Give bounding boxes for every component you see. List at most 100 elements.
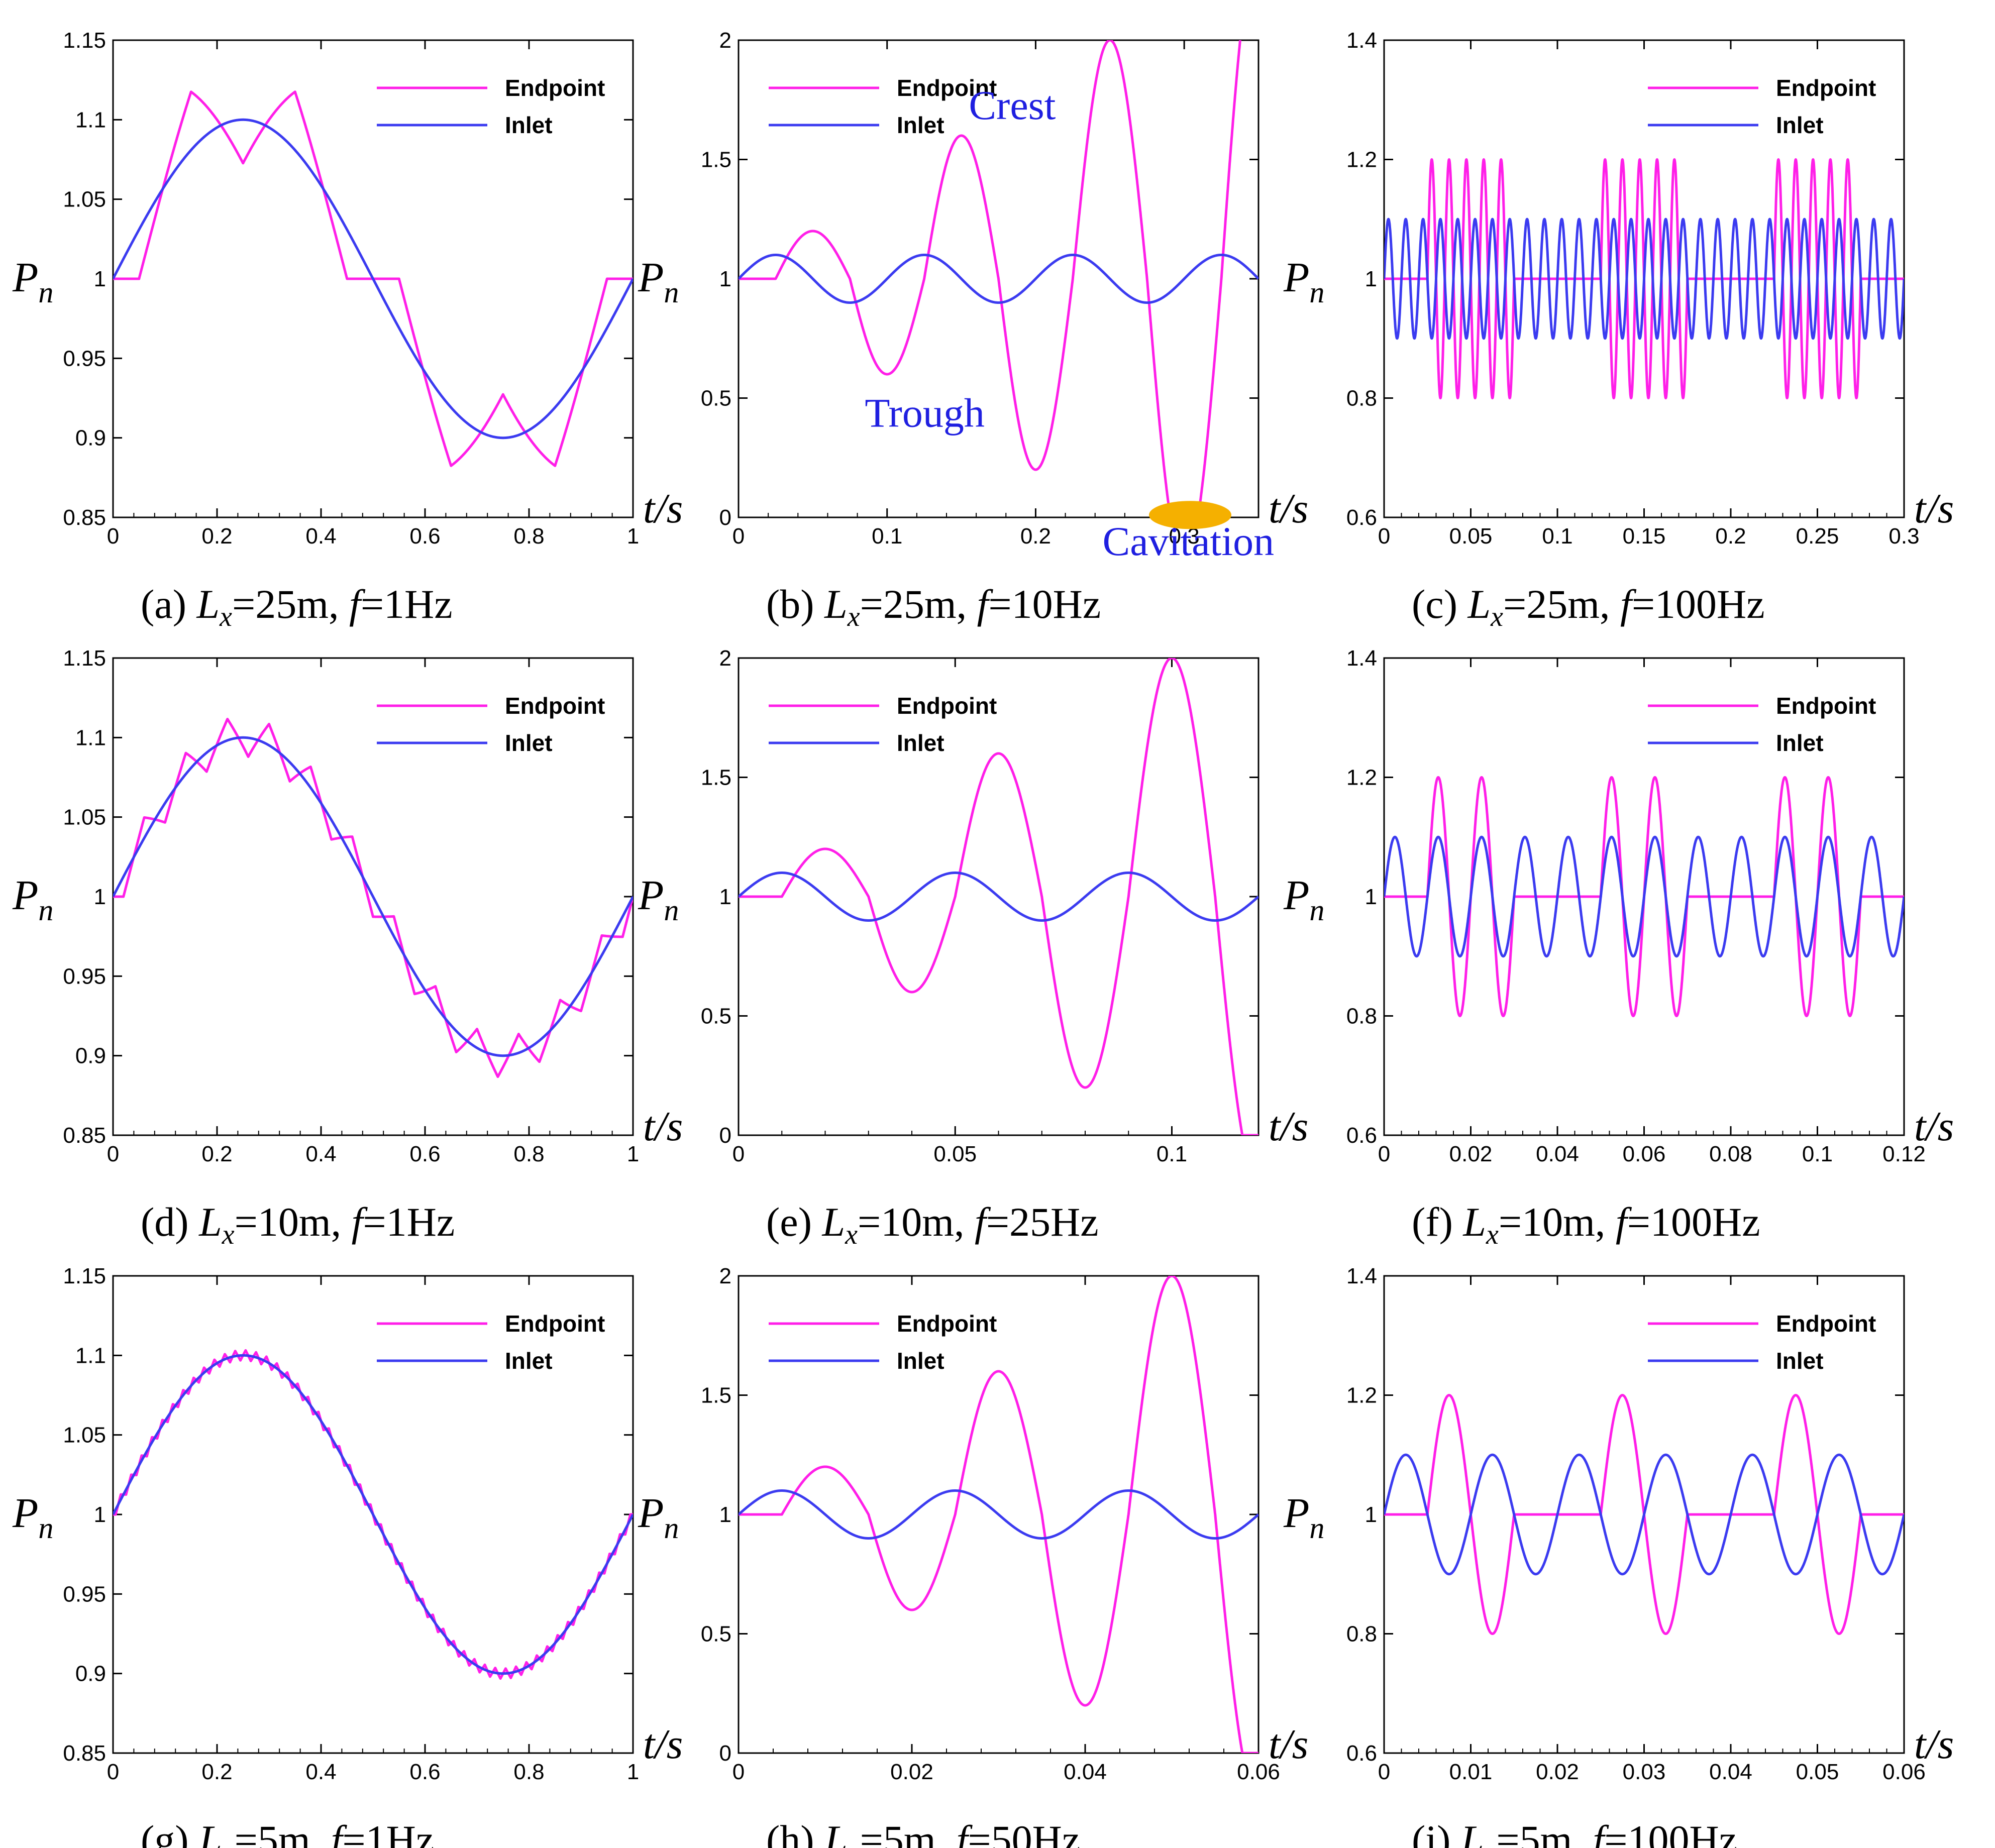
chart-panel-h: 0 0.02 0.04 0.06 0 0.5 1 1.5 2 Pn t/s Endpoint Inlet… (638, 1264, 1308, 1848)
x-tick-label: 0.02 (1449, 1142, 1493, 1166)
y-axis-label-sub: n (664, 276, 679, 309)
x-tick-label: 0.04 (1536, 1142, 1579, 1166)
y-tick-label: 0.9 (75, 426, 106, 451)
caption-prefix: (c) (1412, 581, 1468, 627)
legend-label-endpoint: Endpoint (1776, 693, 1876, 719)
y-tick-label: 0.8 (1346, 1004, 1377, 1029)
y-tick-label: 2 (719, 28, 731, 53)
x-tick-label: 0.6 (409, 524, 440, 549)
y-tick-label: 0.9 (75, 1662, 106, 1686)
legend-label-endpoint: Endpoint (897, 75, 997, 101)
x-tick-label: 0 (732, 1760, 745, 1784)
y-axis-label-main: P (1283, 1490, 1309, 1537)
y-tick-label: 1.1 (75, 725, 106, 750)
caption-mid: =25m, (860, 581, 977, 627)
x-tick-label: 0.05 (1449, 524, 1493, 549)
x-tick-label: 0.4 (305, 1142, 336, 1166)
legend-label-endpoint: Endpoint (1776, 1311, 1876, 1337)
x-tick-label: 0.05 (933, 1142, 977, 1166)
x-tick-label: 0.2 (201, 1142, 232, 1166)
caption-mid: =5m, (235, 1817, 331, 1848)
panel-caption: (b) Lx=25m, f=10Hz (766, 581, 1101, 632)
caption-mid: =25m, (232, 581, 349, 627)
x-tick-label: 0.2 (201, 1760, 232, 1784)
caption-var: L (824, 581, 848, 627)
caption-prefix: (e) (766, 1199, 822, 1245)
y-axis-label: Pn (12, 1490, 53, 1545)
y-tick-label: 1.05 (63, 187, 106, 212)
x-tick-label: 0.4 (305, 524, 336, 549)
x-tick-label: 0.1 (872, 524, 902, 549)
y-tick-label: 1.5 (701, 766, 731, 790)
y-tick-label: 0.95 (63, 964, 106, 989)
y-axis-label-main: P (638, 254, 664, 301)
annotation-trough: Trough (865, 390, 985, 436)
chart-panel-d: 0 0.2 0.4 0.6 0.8 1 0.85 0.9 0.95 1 1.05 1.1 1.15 Pn t… (12, 646, 683, 1250)
series-endpoint-line (113, 718, 633, 1078)
y-axis-label-sub: n (664, 894, 679, 927)
y-tick-label: 0 (719, 1741, 731, 1766)
caption-sub: x (222, 1219, 235, 1250)
series-inlet-line (113, 1354, 633, 1675)
y-tick-label: 0.5 (701, 386, 731, 411)
series-inlet-line (1384, 835, 1904, 958)
y-tick-label: 1 (1365, 885, 1377, 909)
caption-suffix: =100Hz (1627, 1199, 1760, 1245)
caption-suffix: =10Hz (988, 581, 1101, 627)
y-tick-label: 1 (719, 267, 731, 291)
caption-suffix: =25Hz (986, 1199, 1099, 1245)
y-tick-label: 1.5 (701, 148, 731, 172)
y-axis-label-sub: n (38, 1511, 53, 1545)
x-tick-label: 0.08 (1709, 1142, 1752, 1166)
y-axis-label: Pn (638, 254, 679, 309)
chart-panel-e: 0 0.05 0.1 0 0.5 1 1.5 2 Pn t/s Endpoint Inlet (e) L… (638, 646, 1308, 1250)
caption-var: L (198, 1199, 222, 1245)
x-axis-label: t/s (1269, 1721, 1308, 1768)
x-tick-label: 0.2 (201, 524, 232, 549)
x-axis-label: t/s (643, 1721, 683, 1768)
legend-label-endpoint: Endpoint (505, 1311, 605, 1337)
legend-label-inlet: Inlet (1776, 112, 1824, 138)
caption-sub: x (847, 601, 860, 632)
y-axis-label-main: P (12, 1490, 38, 1537)
y-tick-label: 1.4 (1346, 1264, 1377, 1288)
y-tick-label: 1.05 (63, 1423, 106, 1448)
y-tick-label: 0.5 (701, 1004, 731, 1029)
series-group (1384, 776, 1904, 1017)
series-group (1384, 1394, 1904, 1635)
series-group (739, 658, 1258, 1135)
y-tick-label: 1.15 (63, 1264, 106, 1288)
caption-prefix: (d) (141, 1199, 199, 1245)
legend-label-inlet: Inlet (505, 112, 553, 138)
caption-suffix: =1Hz (363, 1199, 455, 1245)
y-axis-label: Pn (638, 1490, 679, 1545)
series-group (113, 1349, 633, 1680)
y-tick-label: 0.8 (1346, 386, 1377, 411)
x-tick-label: 0.8 (513, 1142, 544, 1166)
y-tick-label: 1 (94, 1502, 106, 1527)
x-tick-label: 0.06 (1882, 1760, 1926, 1784)
y-tick-label: 1.15 (63, 646, 106, 671)
y-axis-label-sub: n (1309, 276, 1324, 309)
caption-prefix: (f) (1412, 1199, 1463, 1245)
y-tick-label: 1.5 (701, 1383, 731, 1408)
annotation-crest: Crest (969, 82, 1056, 128)
y-tick-label: 1.1 (75, 107, 106, 132)
legend-label-endpoint: Endpoint (897, 1311, 997, 1337)
y-tick-label: 1.2 (1346, 148, 1377, 172)
y-tick-label: 1.2 (1346, 766, 1377, 790)
x-tick-label: 0.04 (1064, 1760, 1107, 1784)
y-tick-label: 0.95 (63, 1582, 106, 1606)
chart-panel-g: 0 0.2 0.4 0.6 0.8 1 0.85 0.9 0.95 1 1.05 1.1 1.15 Pn t… (12, 1264, 683, 1848)
y-tick-label: 0.9 (75, 1044, 106, 1068)
x-tick-label: 0 (1378, 524, 1390, 549)
x-tick-label: 0.06 (1237, 1760, 1280, 1784)
y-axis-label-sub: n (664, 1511, 679, 1545)
y-tick-label: 0.85 (63, 1741, 106, 1766)
y-tick-label: 1 (719, 1502, 731, 1527)
y-axis-label-main: P (638, 872, 664, 919)
x-tick-label: 0.06 (1623, 1142, 1666, 1166)
x-tick-label: 1 (627, 1142, 639, 1166)
y-tick-label: 0.85 (63, 505, 106, 530)
caption-sub: x (845, 1219, 858, 1250)
